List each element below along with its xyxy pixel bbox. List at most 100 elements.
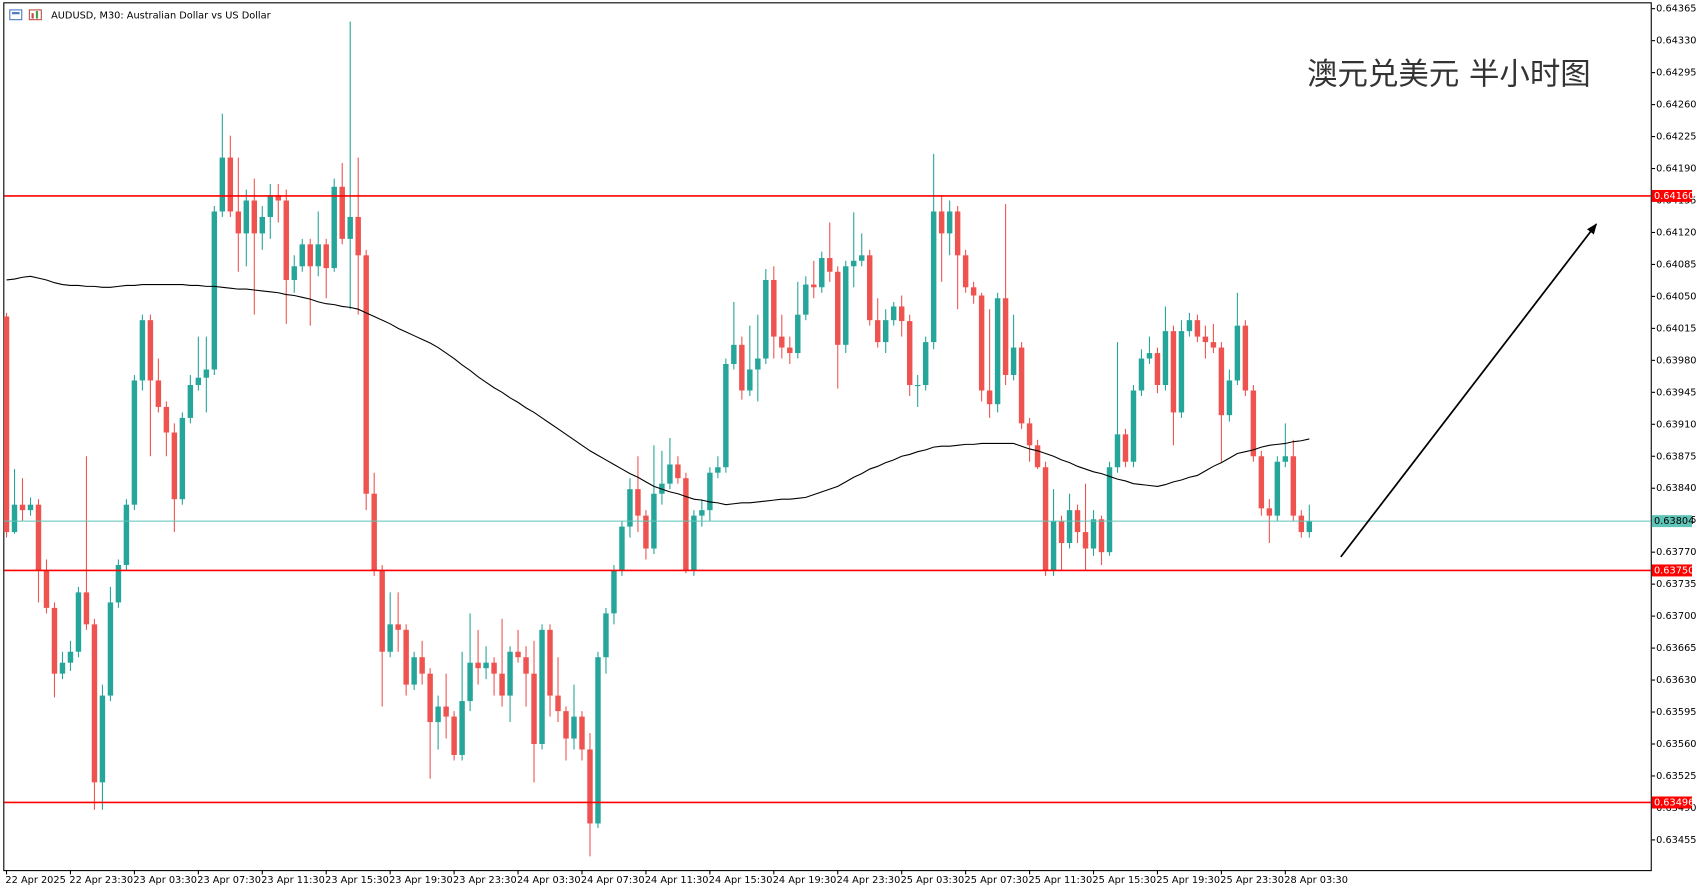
candle-body bbox=[986, 390, 993, 405]
candle-body bbox=[1154, 353, 1161, 386]
y-tick-label: 0.64120 bbox=[1656, 227, 1696, 238]
x-tick-label: 24 Apr 11:30 bbox=[645, 875, 709, 886]
candle-body bbox=[1162, 331, 1169, 386]
y-tick-label: 0.64190 bbox=[1656, 164, 1696, 175]
moving-average bbox=[6, 275, 1310, 506]
level-box bbox=[1651, 564, 1693, 577]
candle-body bbox=[347, 216, 353, 239]
candle-body bbox=[1026, 423, 1033, 446]
candle-body bbox=[1090, 519, 1097, 549]
x-tick-label: 24 Apr 07:30 bbox=[581, 875, 645, 886]
level-box bbox=[1651, 189, 1693, 202]
candle-body bbox=[123, 504, 130, 565]
candle-body bbox=[827, 258, 833, 272]
candle-body bbox=[403, 629, 409, 685]
candle-body bbox=[131, 380, 138, 505]
y-tick-label: 0.63875 bbox=[1656, 451, 1696, 462]
candle-body bbox=[1186, 320, 1193, 332]
candle-body bbox=[587, 749, 593, 824]
candle-body bbox=[970, 287, 977, 296]
candle-body bbox=[882, 320, 889, 343]
candle-body bbox=[675, 464, 681, 479]
candle-body bbox=[819, 258, 825, 288]
candle-body bbox=[411, 657, 417, 685]
candle-body bbox=[683, 478, 689, 571]
candle-body bbox=[755, 358, 761, 370]
candle-body bbox=[355, 216, 361, 256]
candle-body bbox=[1226, 380, 1233, 416]
candle-body bbox=[1042, 467, 1049, 571]
x-tick-label: 25 Apr 11:30 bbox=[1028, 875, 1092, 886]
candle-body bbox=[691, 515, 697, 571]
y-tick-label: 0.64050 bbox=[1656, 291, 1696, 302]
y-tick-label: 0.63770 bbox=[1656, 547, 1696, 558]
candle-body bbox=[1050, 521, 1057, 571]
candle-body bbox=[395, 624, 401, 630]
candle-body bbox=[523, 657, 529, 674]
candle-body bbox=[1234, 325, 1241, 381]
candle-body bbox=[419, 657, 425, 674]
icon bbox=[11, 12, 20, 15]
candle-body bbox=[35, 504, 42, 571]
candle-body bbox=[1002, 298, 1009, 375]
y-tick-label: 0.63840 bbox=[1656, 483, 1696, 494]
x-tick-label: 23 Apr 03:30 bbox=[133, 875, 197, 886]
candle-body bbox=[1130, 390, 1137, 462]
candle-body bbox=[763, 279, 769, 359]
candle-body bbox=[1242, 325, 1249, 391]
candle-body bbox=[267, 195, 273, 217]
current-price-label: 0.63804 bbox=[1654, 516, 1694, 527]
candle-body bbox=[491, 662, 497, 674]
candle-body bbox=[595, 657, 601, 824]
candle-body bbox=[547, 629, 553, 696]
candle-body bbox=[323, 244, 329, 269]
candle-body bbox=[1178, 331, 1185, 413]
candle-body bbox=[1210, 342, 1217, 348]
candle-body bbox=[739, 344, 745, 391]
candle-body bbox=[251, 200, 258, 234]
candle-body bbox=[1298, 515, 1305, 533]
candle-body bbox=[627, 489, 633, 527]
chart-title: AUDUSD, M30: Australian Dollar vs US Dol… bbox=[51, 10, 272, 21]
candle-body bbox=[1034, 445, 1041, 468]
candle-body bbox=[507, 651, 513, 696]
candle-body bbox=[1082, 532, 1089, 549]
candle-body bbox=[1250, 390, 1257, 457]
icon bbox=[28, 9, 42, 21]
icon bbox=[35, 10, 39, 19]
candle-body bbox=[3, 316, 10, 533]
candle-body bbox=[307, 244, 313, 267]
candle-body bbox=[515, 651, 521, 658]
candle-body bbox=[1282, 456, 1289, 462]
candle-body bbox=[563, 711, 569, 739]
candle-body bbox=[1098, 519, 1105, 553]
y-tick-label: 0.63455 bbox=[1656, 835, 1696, 846]
candle-body bbox=[843, 266, 849, 345]
candle-body bbox=[235, 211, 242, 234]
candle-body bbox=[99, 695, 106, 783]
level-box bbox=[1651, 796, 1693, 809]
y-tick-label: 0.63700 bbox=[1656, 611, 1696, 622]
candle-body bbox=[531, 673, 537, 744]
marks: 0.64365 0.64330 0.64295 0.64260 0.64225 0.641… bbox=[3, 4, 1697, 886]
candle-body bbox=[1138, 358, 1145, 391]
candle-body bbox=[227, 157, 234, 212]
candle-body bbox=[731, 344, 737, 365]
candle-body bbox=[1122, 434, 1129, 462]
y-tick-label: 0.64225 bbox=[1656, 132, 1696, 143]
candle-body bbox=[715, 467, 721, 473]
candle-body bbox=[707, 472, 713, 511]
candle-body bbox=[299, 244, 305, 267]
level-label: 0.63496 bbox=[1654, 797, 1694, 808]
candle-body bbox=[859, 255, 865, 261]
candle-body bbox=[771, 279, 777, 337]
candle-body bbox=[1146, 353, 1153, 359]
candle-body bbox=[539, 629, 545, 744]
x-tick-label: 23 Apr 19:30 bbox=[389, 875, 453, 886]
candle-body bbox=[379, 570, 385, 652]
candle-body bbox=[467, 662, 473, 702]
candle-body bbox=[339, 186, 345, 239]
candle-body bbox=[1170, 331, 1177, 413]
candle-body bbox=[435, 706, 441, 723]
x-tick-label: 24 Apr 15:30 bbox=[709, 875, 773, 886]
